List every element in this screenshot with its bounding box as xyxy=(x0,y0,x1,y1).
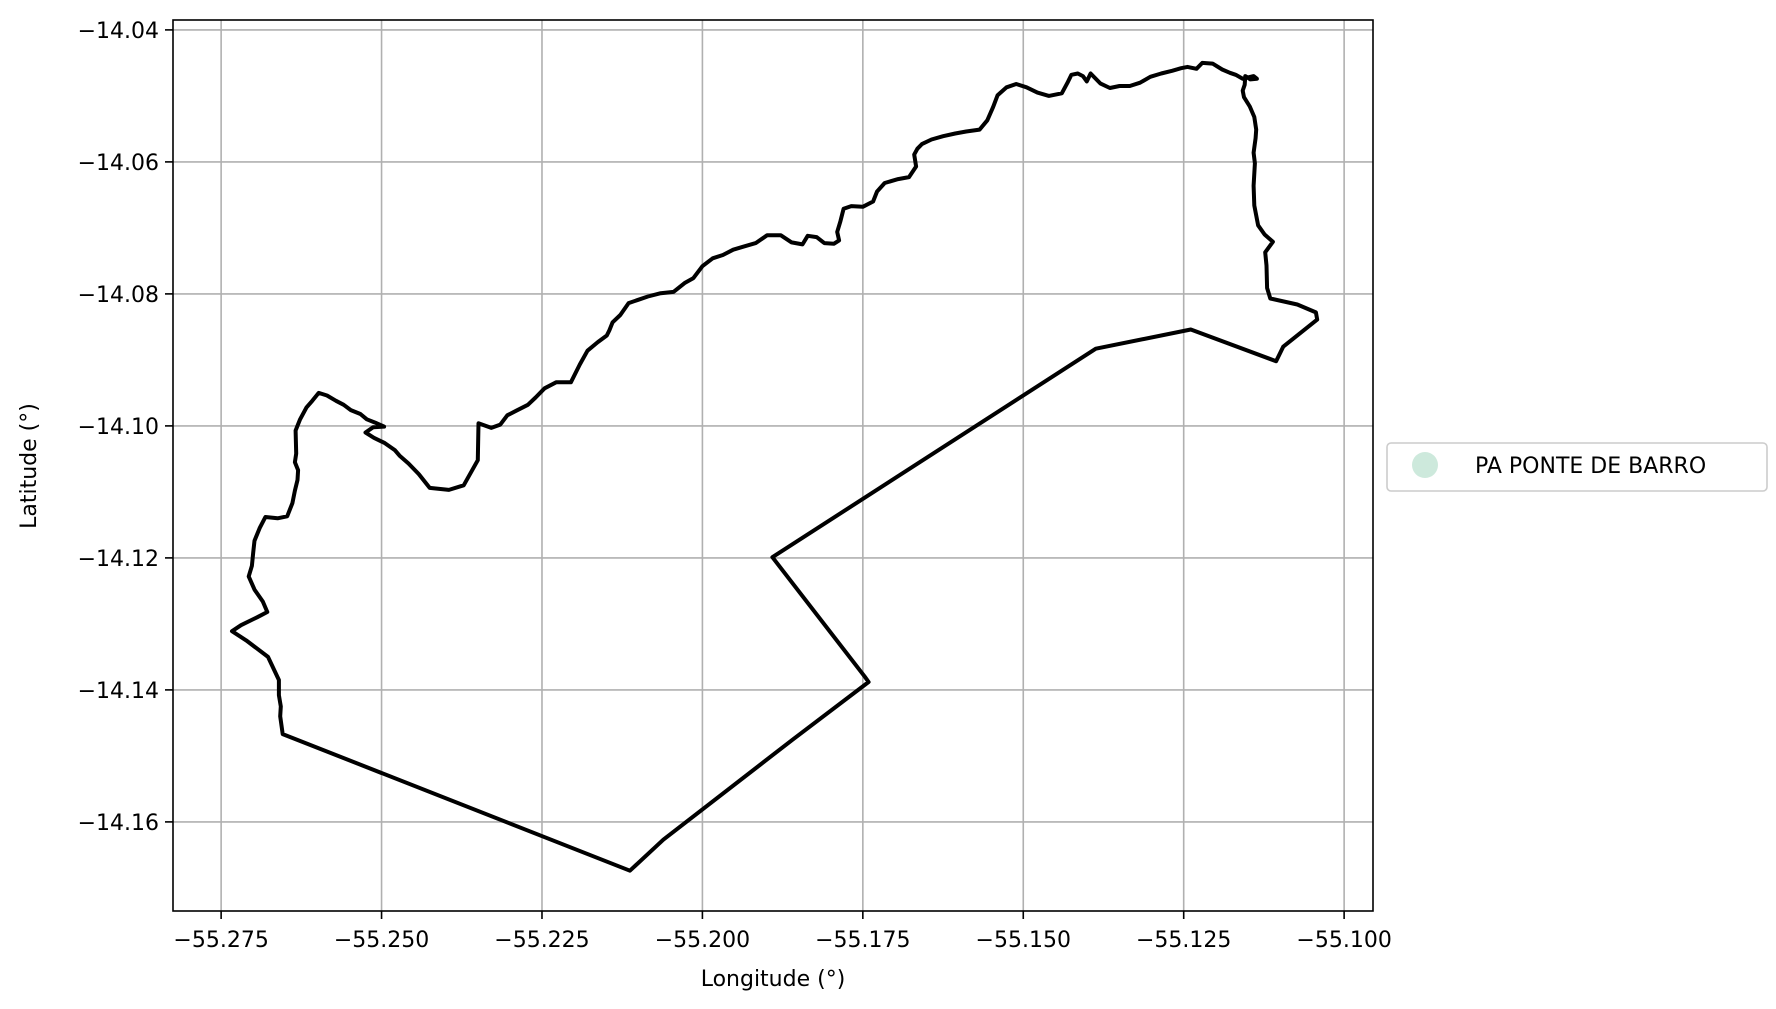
x-tick-label: −55.175 xyxy=(815,928,910,953)
x-tick-label: −55.150 xyxy=(976,928,1071,953)
x-tick-label: −55.225 xyxy=(494,928,589,953)
y-tick-label: −14.14 xyxy=(78,679,159,704)
x-tick-label: −55.200 xyxy=(655,928,750,953)
y-tick-label: −14.10 xyxy=(78,415,159,440)
y-axis: −14.04 −14.06 −14.08 −14.10 −14.12 −14.14 −14.… xyxy=(78,19,173,836)
legend: PA PONTE DE BARRO xyxy=(1386,442,1768,492)
y-tick-label: −14.16 xyxy=(78,811,159,836)
x-tick-label: −55.100 xyxy=(1296,928,1391,953)
legend-box xyxy=(1386,442,1768,492)
x-tick-label: −55.250 xyxy=(334,928,429,953)
legend-label: PA PONTE DE BARRO xyxy=(1475,454,1706,479)
legend-marker xyxy=(1412,452,1438,478)
y-tick-label: −14.06 xyxy=(78,151,159,176)
x-axis-label: Longitude (°) xyxy=(701,967,846,992)
x-axis: −55.275 −55.250 −55.225 −55.200 −55.175 −55.1… xyxy=(173,911,1392,953)
settlement-boundary xyxy=(230,60,1320,873)
boundary-layer xyxy=(230,60,1320,873)
y-axis-label: Latitude (°) xyxy=(17,403,42,529)
y-tick-label: −14.04 xyxy=(78,19,159,44)
y-tick-label: −14.12 xyxy=(78,547,159,572)
axes-frame xyxy=(172,19,1374,912)
y-tick-label: −14.08 xyxy=(78,283,159,308)
x-tick-label: −55.125 xyxy=(1136,928,1231,953)
x-tick-label: −55.275 xyxy=(173,928,268,953)
